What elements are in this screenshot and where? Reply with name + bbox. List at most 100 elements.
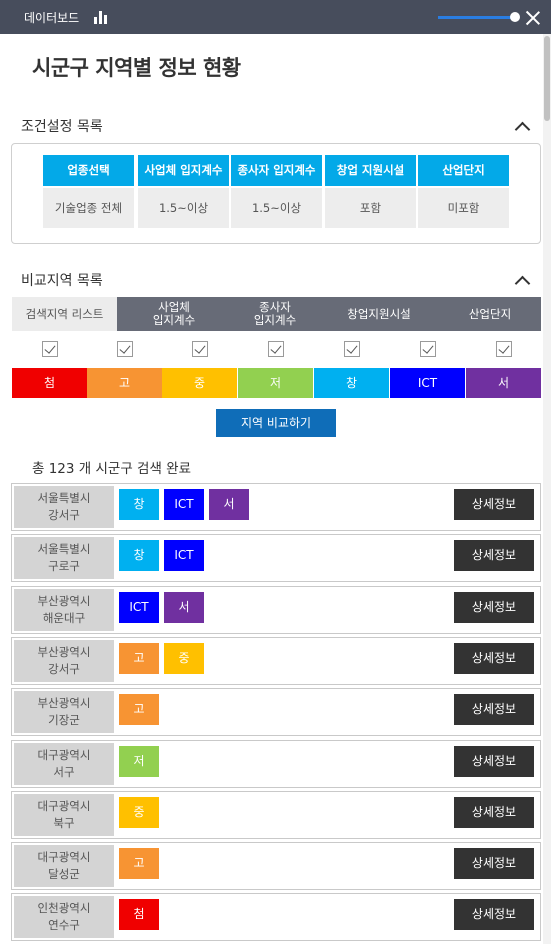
region-district: 북구	[53, 815, 75, 830]
region-district: 강서구	[48, 661, 80, 676]
filter-checkbox[interactable]	[267, 341, 284, 357]
compare-column-label: 종사자 입지계수	[254, 301, 296, 327]
page-title: 시군구 지역별 정보 현황	[32, 56, 241, 80]
compare-column-header: 창업지원시설	[319, 297, 439, 331]
compare-column-line: 입지계수	[152, 313, 196, 327]
result-row: 대구광역시 달성군 고 상세정보	[11, 842, 541, 891]
filter-checkbox[interactable]	[191, 341, 208, 357]
result-row: 서울특별시 구로구 창 ICT 상세정보	[11, 534, 541, 583]
condition-column: 종사자 입지계수 1.5~이상	[231, 155, 322, 228]
slider-handle[interactable]	[510, 12, 520, 22]
condition-value: 포함	[325, 188, 416, 228]
region-tag: 저	[119, 745, 159, 777]
region-tag: 창	[119, 540, 159, 572]
region-district: 달성군	[48, 867, 80, 882]
region-province: 대구광역시	[37, 798, 91, 813]
compare-column-line: 산업단지	[468, 306, 512, 321]
top-bar: 데이터보드	[0, 0, 551, 34]
opacity-slider[interactable]	[438, 16, 516, 19]
region-tag: ICT	[119, 591, 159, 623]
result-row: 부산광역시 강서구 고 중 상세정보	[11, 636, 541, 685]
detail-button[interactable]: 상세정보	[454, 591, 534, 623]
condition-column: 사업체 입지계수 1.5~이상	[138, 155, 229, 228]
filter-checkbox[interactable]	[419, 341, 436, 357]
legend-4: 저	[238, 368, 313, 398]
compare-regions-button[interactable]: 지역 비교하기	[216, 409, 336, 437]
region-tag: 고	[119, 694, 159, 726]
region-district: 해운대구	[42, 610, 86, 625]
region-tag: 서	[164, 591, 204, 623]
condition-label: 사업체 입지계수	[138, 155, 229, 186]
region-province: 대구광역시	[37, 747, 91, 762]
conditions-panel	[11, 143, 541, 244]
condition-label: 업종선택	[43, 155, 134, 186]
region-tag: 고	[119, 848, 159, 880]
compare-column-label: 사업체 입지계수	[153, 301, 195, 327]
result-row: 부산광역시 기장군 고 상세정보	[11, 688, 541, 737]
filter-checkbox[interactable]	[41, 341, 58, 357]
condition-value: 기술업종 전체	[43, 188, 134, 228]
condition-column: 창업 지원시설 포함	[325, 155, 416, 228]
detail-button[interactable]: 상세정보	[454, 848, 534, 880]
legend-5: 창	[314, 368, 389, 398]
region-district: 기장군	[48, 713, 80, 728]
scrollbar-thumb[interactable]	[544, 36, 550, 121]
detail-button[interactable]: 상세정보	[454, 899, 534, 931]
region-district: 구로구	[48, 559, 80, 574]
region-tag: 고	[119, 642, 159, 674]
legend-1: 첨	[12, 368, 87, 398]
compare-column-line: 사업체	[158, 300, 190, 314]
region-tag: 창	[119, 489, 159, 520]
filter-checkbox[interactable]	[495, 341, 512, 357]
region-tag: 중	[119, 796, 159, 828]
region-province: 인천광역시	[37, 901, 91, 916]
condition-value: 1.5~이상	[138, 188, 229, 228]
region-province: 서울특별시	[37, 542, 91, 557]
detail-button[interactable]: 상세정보	[454, 745, 534, 777]
scrollbar[interactable]	[543, 34, 551, 944]
detail-button[interactable]: 상세정보	[454, 694, 534, 726]
legend-2: 고	[87, 368, 162, 398]
region-name: 부산광역시 기장군	[14, 691, 114, 734]
bar-chart-icon[interactable]	[94, 11, 108, 24]
compare-column-line: 창업지원시설	[347, 306, 411, 321]
region-district: 강서구	[48, 508, 80, 522]
region-name: 부산광역시 해운대구	[14, 588, 114, 631]
detail-button[interactable]: 상세정보	[454, 642, 534, 674]
collapse-compare-icon[interactable]	[515, 273, 529, 287]
result-row: 부산광역시 해운대구 ICT 서 상세정보	[11, 585, 541, 634]
region-district: 서구	[53, 764, 75, 779]
filter-checkbox[interactable]	[343, 341, 360, 357]
legend-7: 서	[466, 368, 541, 398]
compare-column-label: 산업단지	[468, 306, 512, 321]
result-summary: 총 123 개 시군구 검색 완료	[32, 461, 192, 477]
region-district: 연수구	[48, 918, 80, 933]
condition-label: 산업단지	[418, 155, 509, 186]
region-province: 부산광역시	[37, 644, 91, 659]
result-row: 인천광역시 연수구 첨 상세정보	[11, 893, 541, 942]
compare-column-header: 산업단지	[439, 297, 541, 331]
compare-column-header: 종사자 입지계수	[231, 297, 319, 331]
result-row: 대구광역시 북구 중 상세정보	[11, 790, 541, 839]
legend-3: 중	[162, 368, 237, 398]
region-tag: ICT	[164, 540, 204, 572]
compare-column-header: 사업체 입지계수	[117, 297, 231, 331]
detail-button[interactable]: 상세정보	[454, 540, 534, 572]
legend-6: ICT	[390, 368, 465, 398]
compare-heading: 비교지역 목록	[21, 273, 103, 289]
close-icon[interactable]	[525, 10, 541, 26]
condition-value: 미포함	[418, 188, 509, 228]
collapse-conditions-icon[interactable]	[515, 119, 529, 133]
detail-button[interactable]: 상세정보	[454, 796, 534, 828]
region-province: 대구광역시	[37, 850, 91, 865]
conditions-heading: 조건설정 목록	[21, 119, 103, 135]
filter-checkbox[interactable]	[116, 341, 133, 357]
result-row: 대구광역시 서구 저 상세정보	[11, 739, 541, 788]
detail-button[interactable]: 상세정보	[454, 489, 534, 520]
